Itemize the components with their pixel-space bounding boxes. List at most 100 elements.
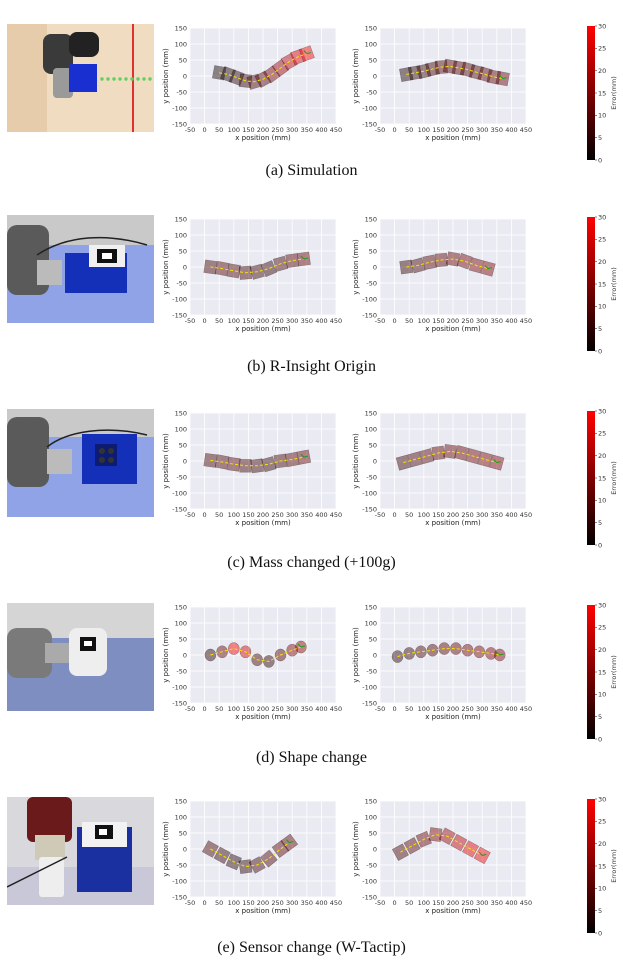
x-tick-label: 0 [203, 899, 207, 907]
y-axis-label: y position (mm) [162, 433, 170, 489]
colorbar-tick-label: 10 [598, 497, 606, 505]
x-tick-label: 50 [215, 705, 223, 713]
y-tick-label: 150 [175, 797, 187, 805]
x-tick-label: -50 [185, 126, 196, 134]
y-tick-label: 50 [369, 56, 377, 64]
y-tick-label: 150 [365, 215, 377, 223]
goal-arrow [285, 839, 294, 844]
x-tick-label: 350 [301, 511, 313, 519]
colorbar-tick-label: 30 [598, 603, 606, 609]
reference-path [210, 258, 304, 274]
colorbar-tick-label: 25 [598, 818, 606, 826]
y-tick-label: -50 [366, 861, 377, 869]
y-axis-label: y position (mm) [352, 239, 360, 295]
object-footprint-rect [219, 66, 236, 83]
x-tick-label: 100 [228, 317, 240, 325]
reference-path [406, 258, 489, 270]
y-tick-label: -50 [366, 667, 377, 675]
colorbar-tick-label: 20 [598, 840, 606, 848]
x-tick-label: 150 [432, 705, 444, 713]
x-axis-label: x position (mm) [235, 519, 291, 527]
reference-path [210, 842, 290, 868]
colorbar-tick-label: 30 [598, 24, 606, 30]
y-tick-label: -150 [172, 893, 187, 901]
mass-changed-photo [7, 409, 154, 517]
colorbar-tick-label: 10 [598, 691, 606, 699]
trajectory-plot-e-left: -50 0 50 100 150 200 250 300 350 400 450 150 100 50 0-… [160, 797, 342, 915]
x-tick-label: 350 [491, 511, 503, 519]
y-tick-label: 150 [365, 24, 377, 32]
x-tick-label: 150 [242, 705, 254, 713]
x-tick-label: 100 [418, 317, 430, 325]
x-tick-label: 250 [461, 126, 473, 134]
x-tick-label: 50 [405, 899, 413, 907]
x-tick-label: -50 [375, 899, 386, 907]
x-tick-label: -50 [375, 126, 386, 134]
x-tick-label: 200 [447, 705, 459, 713]
colorbar-tick-label: 10 [598, 112, 606, 120]
x-tick-label: -50 [185, 511, 196, 519]
colorbar-gradient [587, 799, 595, 933]
colorbar-tick-label: 15 [598, 862, 606, 870]
trajectory-plot-b-right: -50 0 50 100 150 200 250 300 350 400 450 150 100 50 0-… [350, 215, 532, 333]
y-tick-label: -100 [362, 104, 377, 112]
x-tick-label: -50 [375, 705, 386, 713]
y-tick-label: -150 [172, 120, 187, 128]
simulation-scene-photo [7, 24, 154, 132]
error-colorbar-a: 30 25 20 15 10 5 0 Error(mm) [585, 22, 621, 178]
reference-path [400, 834, 483, 856]
y-tick-label: 50 [179, 56, 187, 64]
y-tick-label: -50 [176, 279, 187, 287]
caption-c: (c) Mass changed (+100g) [227, 554, 396, 571]
x-tick-label: 300 [286, 899, 298, 907]
x-tick-label: 450 [520, 899, 532, 907]
goal-arrow [478, 852, 487, 856]
sensor-change-photo [7, 797, 154, 905]
y-tick-label: -150 [362, 699, 377, 707]
object-footprint-circle [228, 642, 240, 655]
x-tick-label: 400 [505, 126, 517, 134]
x-tick-label: 200 [257, 126, 269, 134]
x-tick-label: 250 [271, 317, 283, 325]
x-tick-label: 300 [476, 899, 488, 907]
colorbar-tick-label: 0 [598, 541, 602, 549]
y-tick-label: 50 [369, 247, 377, 255]
object-footprint-circle [415, 645, 427, 659]
y-tick-label: 100 [175, 425, 187, 433]
y-axis-label: y position (mm) [352, 48, 360, 104]
reference-path [406, 65, 503, 80]
x-tick-label: 100 [418, 899, 430, 907]
y-tick-label: 0 [183, 651, 187, 659]
x-tick-label: 450 [330, 126, 342, 134]
x-axis-label: x position (mm) [235, 325, 291, 333]
x-tick-label: 100 [228, 899, 240, 907]
x-tick-label: 100 [418, 511, 430, 519]
colorbar-tick-label: 0 [598, 929, 602, 937]
colorbar-label: Error(mm) [610, 461, 618, 495]
y-axis-label: y position (mm) [352, 821, 360, 877]
x-tick-label: 200 [257, 317, 269, 325]
y-axis-label: y position (mm) [162, 239, 170, 295]
colorbar-tick-label: 25 [598, 624, 606, 632]
y-tick-label: -150 [362, 505, 377, 513]
object-footprint-circle [286, 643, 298, 657]
reference-path [210, 456, 304, 467]
x-tick-label: 150 [242, 899, 254, 907]
x-tick-label: 300 [286, 705, 298, 713]
x-tick-label: 300 [476, 705, 488, 713]
x-tick-label: 250 [461, 511, 473, 519]
y-tick-label: 0 [183, 263, 187, 271]
x-tick-label: 450 [330, 317, 342, 325]
y-tick-label: -100 [172, 877, 187, 885]
x-tick-label: 150 [432, 511, 444, 519]
x-axis-label: x position (mm) [425, 907, 481, 915]
x-tick-label: 250 [271, 705, 283, 713]
x-tick-label: 300 [476, 511, 488, 519]
y-tick-label: 150 [365, 409, 377, 417]
colorbar-tick-label: 0 [598, 735, 602, 743]
colorbar-tick-label: 30 [598, 409, 606, 415]
y-tick-label: 150 [175, 215, 187, 223]
x-tick-label: 0 [393, 705, 397, 713]
y-tick-label: 50 [179, 441, 187, 449]
y-tick-label: 100 [175, 813, 187, 821]
